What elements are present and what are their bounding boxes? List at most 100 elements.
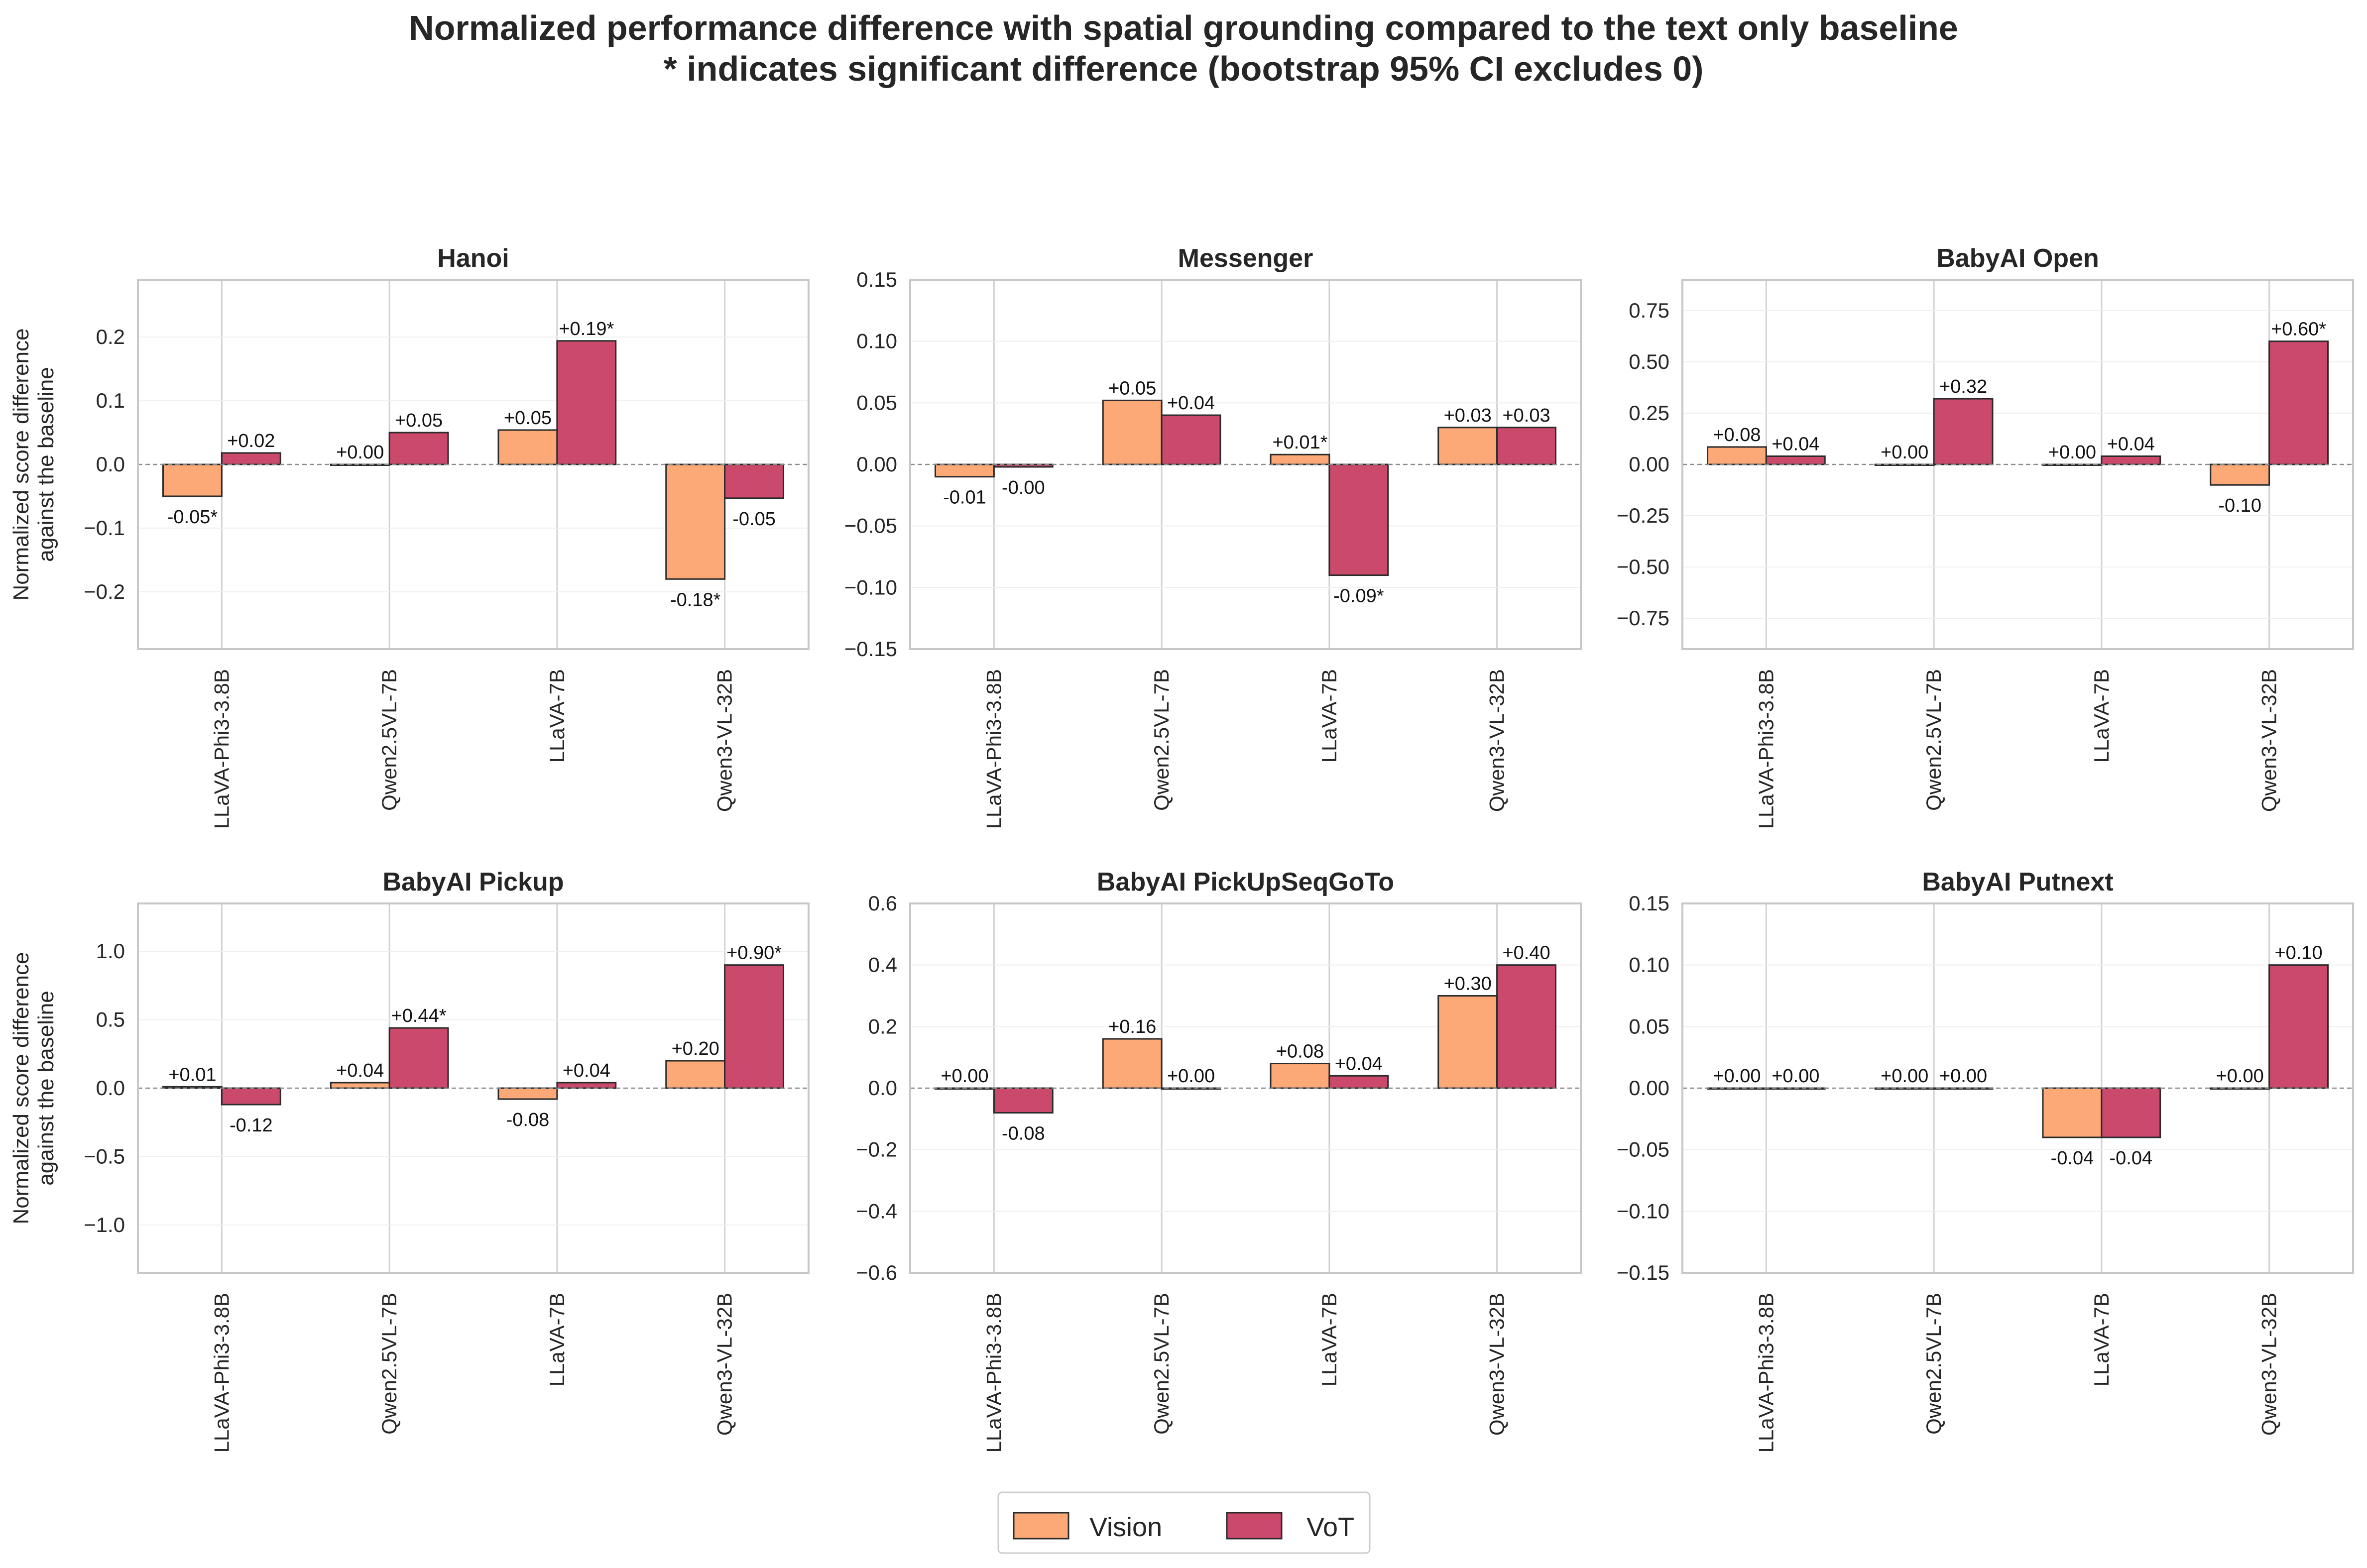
data-label: +0.01* [1272,432,1327,453]
data-label: +0.03 [1444,405,1492,426]
data-label: +0.40 [1502,943,1550,964]
bar-vision-qwen3-vl-32b [1437,995,1498,1089]
x-tick-label: LLaVA-Phi3-3.8B [1754,1293,1777,1453]
data-label: +0.04 [1335,1053,1383,1074]
plot-frame [137,902,810,1274]
data-label: +0.04 [563,1060,610,1081]
plot-frame [909,279,1582,650]
bar-vision-qwen3-vl-32b [665,1060,726,1089]
bar-vision-qwen2-5vl-7b [1102,399,1163,465]
data-label: +0.20 [672,1038,719,1059]
y-tick-label: −0.2 [856,1138,897,1161]
y-tick-label: 0.0 [96,1076,125,1100]
data-label: -0.08 [506,1110,550,1130]
y-tick-label: −0.5 [84,1144,125,1168]
y-tick-label: 0.4 [868,953,897,977]
data-label: -0.04 [2051,1148,2094,1169]
panel-title: BabyAI PickUpSeqGoTo [1097,868,1394,896]
plot-frame [909,902,1582,1274]
y-tick-label: −0.4 [856,1199,897,1223]
data-label: +0.00 [1167,1066,1215,1087]
bar-vision-llava-phi3-3-8b [162,463,223,497]
data-label: +0.04 [1772,434,1819,455]
bar-vot-llava-phi3-3-8b [221,1087,281,1106]
x-tick-label: LLaVA-Phi3-3.8B [982,1293,1005,1453]
x-tick-label: Qwen3-VL-32B [1485,669,1509,812]
bar-vot-llava-7b [2101,455,2161,465]
data-label: +0.03 [1502,405,1550,426]
bar-vot-llava-7b [1328,1075,1389,1089]
data-label: +0.00 [2216,1066,2264,1087]
subplot-hanoi: −0.2 −0.1 0.0 0.1 0.2 -0.05* +0.00 +0.05 -0.18* +… [9,244,810,829]
data-label: +0.04 [1167,393,1215,414]
x-tick-label: LLaVA-Phi3-3.8B [210,1293,233,1453]
y-tick-label: 0.2 [96,325,125,348]
y-tick-label: 0.05 [856,391,897,414]
figure-title-line2: * indicates significant difference (boot… [664,49,1704,88]
x-tick-label: LLaVA-7B [2090,1293,2113,1386]
data-label: -0.00 [1002,477,1045,498]
x-tick-label: Qwen2.5VL-7B [1922,1293,1945,1435]
y-tick-label: 0.10 [856,330,897,353]
y-tick-label: 0.25 [1629,401,1669,425]
bar-vision-qwen3-vl-32b [665,463,726,580]
bar-vot-qwen2-5vl-7b [1161,414,1221,465]
data-label: +0.05 [1108,378,1156,399]
y-tick-label: 0.5 [96,1008,125,1031]
bar-vot-llava-7b [2101,1087,2161,1138]
data-label: +0.00 [1881,442,1928,463]
data-label: +0.00 [336,442,384,463]
y-tick-label: −0.50 [1617,555,1669,578]
panel-title: BabyAI Pickup [382,868,564,896]
data-label: +0.05 [395,410,443,431]
subplot-babyai-pickupseqgoto: −0.6 −0.4 −0.2 0.0 0.2 0.4 0.6 +0.00 +0.16 +0.08 +… [856,868,1582,1453]
data-label: +0.00 [941,1066,988,1087]
bar-vision-llava-phi3-3-8b [1707,446,1767,465]
y-tick-label: 0.05 [1629,1014,1669,1038]
x-tick-label: LLaVA-7B [545,669,569,763]
y-axis-label-line2: against the baseline [34,367,58,561]
data-label: +0.02 [227,431,275,451]
y-tick-label: 0.10 [1629,953,1669,977]
subplot-grid: −0.2 −0.1 0.0 0.1 0.2 -0.05* +0.00 +0.05 -0.18* +… [9,244,2354,1453]
y-tick-label: −0.10 [1617,1199,1669,1223]
bar-vision-llava-7b [1270,453,1330,465]
x-tick-label: Qwen3-VL-32B [1485,1293,1509,1436]
bar-vot-qwen2-5vl-7b [1933,398,1994,465]
x-tick-label: Qwen2.5VL-7B [377,669,401,811]
bar-vision-llava-7b [497,429,558,465]
x-tick-label: Qwen3-VL-32B [2257,1293,2281,1436]
data-label: +0.01 [168,1064,216,1085]
y-tick-label: −1.0 [84,1213,125,1236]
data-label: +0.60* [2271,319,2326,340]
bar-vot-qwen3-vl-32b [1496,964,1556,1089]
subplot-messenger: −0.15 −0.10 −0.05 0.00 0.05 0.10 0.15 -0.01 +0.0… [844,244,1582,829]
panel-title: BabyAI Putnext [1922,868,2113,896]
data-label: -0.10 [2218,495,2261,516]
y-tick-label: 0.1 [96,389,125,412]
figure-title-line1: Normalized performance difference with s… [409,8,1958,47]
bar-vision-qwen2-5vl-7b [1102,1038,1163,1089]
bar-vot-llava-7b [556,1082,617,1089]
x-tick-label: Qwen2.5VL-7B [1922,669,1945,811]
bar-vision-qwen3-vl-32b [2210,463,2270,486]
data-label: -0.01 [943,487,986,508]
subplot-babyai-putnext: −0.15 −0.10 −0.05 0.00 0.05 0.10 0.15 +0.00 +0.0… [1617,868,2354,1453]
data-label: +0.04 [336,1060,384,1081]
x-tick-label: Qwen2.5VL-7B [1150,1293,1173,1435]
y-tick-label: 0.0 [868,1076,897,1100]
panel-title: BabyAI Open [1936,244,2099,273]
data-label: +0.90* [726,943,782,964]
panel-title: Hanoi [437,244,509,273]
data-label: +0.00 [1881,1066,1928,1087]
x-tick-label: LLaVA-7B [2090,669,2113,763]
legend-label-vision: Vision [1089,1512,1162,1542]
bar-vot-qwen3-vl-32b [2268,340,2329,465]
bar-vot-qwen3-vl-32b [724,964,784,1089]
y-tick-label: 0.15 [1629,892,1669,915]
bar-vision-qwen3-vl-32b [1437,427,1498,465]
data-label: +0.00 [1713,1066,1761,1087]
data-label: -0.12 [230,1115,273,1136]
y-tick-label: −0.05 [844,514,897,538]
